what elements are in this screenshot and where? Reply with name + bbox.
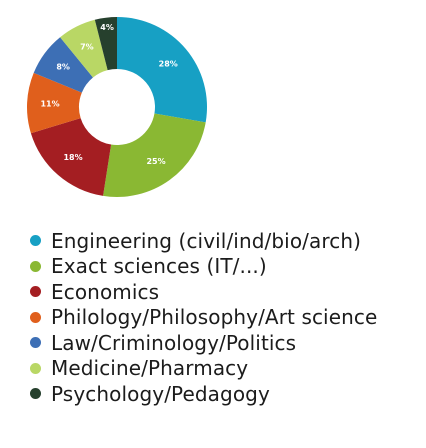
slice-exact-sciences-it — [103, 113, 206, 197]
slice-psychology-pedagogy — [94, 17, 117, 71]
legend-swatch — [30, 286, 41, 298]
slice-philology-philosophy-art-science — [26, 72, 82, 134]
donut-chart: 28% 25% 18% 11% 8% 7% 4% — [26, 17, 208, 197]
legend-item-philology-philosophy-art-science: Philology/Philosophy/Art science — [30, 305, 377, 331]
legend-label: Psychology/Pedagogy — [51, 381, 270, 406]
legend-swatch — [30, 311, 41, 323]
legend-label: Exact sciences (IT/...) — [51, 254, 267, 279]
donut-slices — [26, 17, 208, 197]
slice-label-exact-sciences-it: 25% — [146, 157, 165, 166]
legend-label: Law/Criminology/Politics — [51, 330, 297, 355]
legend-item-engineering-civil-ind-bio-arch: Engineering (civil/ind/bio/arch) — [30, 228, 377, 254]
legend-item-exact-sciences-it: Exact sciences (IT/...) — [30, 254, 377, 280]
legend-label: Engineering (civil/ind/bio/arch) — [51, 228, 362, 253]
legend-swatch — [30, 235, 41, 247]
slice-economics — [30, 118, 112, 196]
chart-legend: Engineering (civil/ind/bio/arch) Exact sc… — [30, 228, 377, 407]
legend-swatch — [30, 388, 41, 400]
donut-slice-labels: 28% 25% 18% 11% 8% 7% 4% — [40, 23, 177, 166]
legend-label: Economics — [51, 279, 160, 304]
legend-swatch — [30, 362, 41, 374]
slice-label-philology-philosophy-art-science: 11% — [40, 99, 59, 108]
slice-law-criminology-politics — [33, 37, 93, 93]
slice-label-economics: 18% — [63, 153, 82, 162]
legend-label: Philology/Philosophy/Art science — [51, 305, 378, 330]
slice-label-medicine-pharmacy: 7% — [80, 43, 94, 52]
slice-label-engineering-civil-ind-bio-arch: 28% — [159, 59, 178, 68]
legend-item-medicine-pharmacy: Medicine/Pharmacy — [30, 356, 377, 382]
slice-label-psychology-pedagogy: 4% — [100, 23, 114, 32]
legend-swatch — [30, 260, 41, 272]
legend-item-psychology-pedagogy: Psychology/Pedagogy — [30, 381, 377, 407]
slice-label-law-criminology-politics: 8% — [56, 63, 70, 72]
legend-item-law-criminology-politics: Law/Criminology/Politics — [30, 330, 377, 356]
legend-swatch — [30, 337, 41, 349]
slice-medicine-pharmacy — [60, 19, 108, 78]
slice-engineering-civil-ind-bio-arch — [117, 17, 208, 123]
legend-item-economics: Economics — [30, 279, 377, 305]
legend-label: Medicine/Pharmacy — [51, 356, 249, 381]
